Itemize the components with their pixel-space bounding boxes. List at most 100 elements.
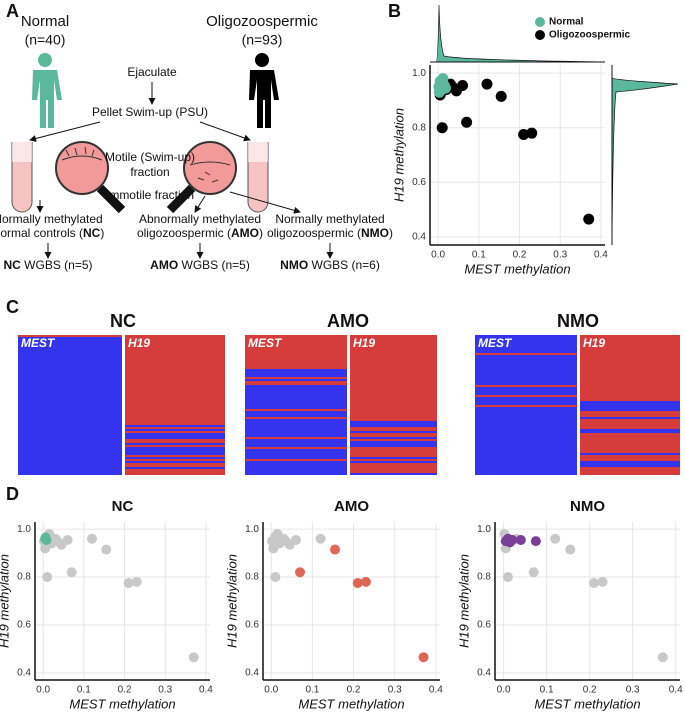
y-tick-label: 0.6	[245, 620, 259, 631]
heatmap-row	[475, 433, 577, 435]
heatmap-row	[245, 369, 347, 371]
heatmap-row	[18, 437, 122, 439]
heatmap-row	[475, 473, 577, 475]
heatmap-row	[245, 411, 347, 413]
heatmap-row	[580, 361, 680, 363]
heatmap-label: MEST	[248, 336, 283, 350]
heatmap-row	[245, 427, 347, 429]
heatmap-row	[125, 473, 225, 475]
heatmap-row	[580, 443, 680, 445]
heatmap-row	[580, 423, 680, 425]
heatmap-row	[350, 363, 437, 365]
arrow	[194, 195, 206, 213]
heatmap-row	[125, 391, 225, 393]
heatmap-row	[245, 359, 347, 361]
point	[267, 536, 278, 547]
heatmap-row	[125, 415, 225, 417]
heatmap-row	[18, 441, 122, 443]
text-part: WGBS (n=5)	[178, 258, 250, 272]
heatmap-row	[125, 423, 225, 425]
text-part: NMO	[280, 258, 308, 272]
heatmap-row	[125, 363, 225, 365]
point	[565, 544, 576, 555]
heatmap-row	[18, 439, 122, 441]
heatmap-row	[580, 383, 680, 385]
heatmap-row	[125, 355, 225, 357]
heatmap-row	[125, 413, 225, 415]
heatmap-row	[350, 421, 437, 423]
heatmap-row	[245, 381, 347, 383]
x-tick-label: 0.1	[472, 250, 486, 261]
heatmap-row	[125, 427, 225, 429]
heatmap-row	[125, 379, 225, 381]
heatmap-row	[18, 351, 122, 353]
heatmap-row	[245, 429, 347, 431]
heatmap-row	[245, 389, 347, 391]
heatmap-row	[580, 335, 680, 337]
heatmap-row	[18, 451, 122, 453]
heatmap-row	[350, 335, 437, 337]
x-tick-label: 0.0	[36, 685, 50, 696]
heatmap-row	[125, 337, 225, 339]
heatmap-row	[245, 415, 347, 417]
chart-title: NC	[112, 498, 134, 515]
heatmap-row	[18, 357, 122, 359]
heatmap-row	[580, 441, 680, 443]
heatmap-row	[245, 335, 347, 337]
heatmap-row	[125, 335, 225, 337]
heatmap-row	[18, 387, 122, 389]
x-tick-label: 0.0	[497, 685, 511, 696]
point	[66, 567, 77, 578]
heatmap-row	[350, 439, 437, 441]
chart-title: AMO	[334, 498, 369, 515]
fraction-label: Immotile fraction	[106, 188, 194, 202]
heatmap-row	[245, 449, 347, 451]
heatmap-row	[475, 373, 577, 375]
heatmap-row	[245, 377, 347, 379]
arrow	[29, 121, 101, 142]
heatmap-row	[475, 339, 577, 341]
point	[530, 536, 541, 547]
heatmap-row	[245, 441, 347, 443]
heatmap-row	[350, 383, 437, 385]
heatmap-row	[18, 461, 122, 463]
heatmap-row	[18, 455, 122, 457]
text-part: oligozoospermic (	[267, 226, 361, 240]
heatmap-row	[475, 459, 577, 461]
heatmap-row	[18, 401, 122, 403]
group-title: Oligozoospermic	[206, 13, 318, 30]
heatmap-row	[475, 397, 577, 399]
heatmap-row	[18, 433, 122, 435]
heatmap-row	[245, 365, 347, 367]
heatmap-row	[125, 471, 225, 473]
heatmap-row	[350, 355, 437, 357]
heatmap-row	[475, 353, 577, 355]
heatmap-row	[580, 419, 680, 421]
heatmap-row	[18, 393, 122, 395]
heatmap-row	[125, 339, 225, 341]
heatmap-row	[18, 431, 122, 433]
point	[123, 578, 134, 589]
heatmap-row	[245, 413, 347, 415]
group-line: oligozoospermic (NMO)	[267, 226, 393, 240]
legend-label: Oligozoospermic	[549, 30, 631, 41]
x-tick-label: 0.1	[77, 685, 91, 696]
heatmap-row	[350, 337, 437, 339]
heatmap-row	[350, 459, 437, 461]
heatmap-row	[475, 359, 577, 361]
heatmap-row	[18, 347, 122, 349]
heatmap-row	[580, 369, 680, 371]
heatmap-row	[475, 431, 577, 433]
heatmap-row	[350, 349, 437, 351]
heatmap-row	[125, 385, 225, 387]
heatmap-row	[475, 375, 577, 377]
text-part: NC	[3, 258, 21, 272]
heatmap-row	[245, 419, 347, 421]
heatmap-row	[475, 401, 577, 403]
heatmap-row	[18, 427, 122, 429]
heatmap-row	[580, 385, 680, 387]
heatmap-row	[475, 351, 577, 353]
heatmap-row	[350, 457, 437, 459]
heatmap-row	[580, 461, 680, 463]
